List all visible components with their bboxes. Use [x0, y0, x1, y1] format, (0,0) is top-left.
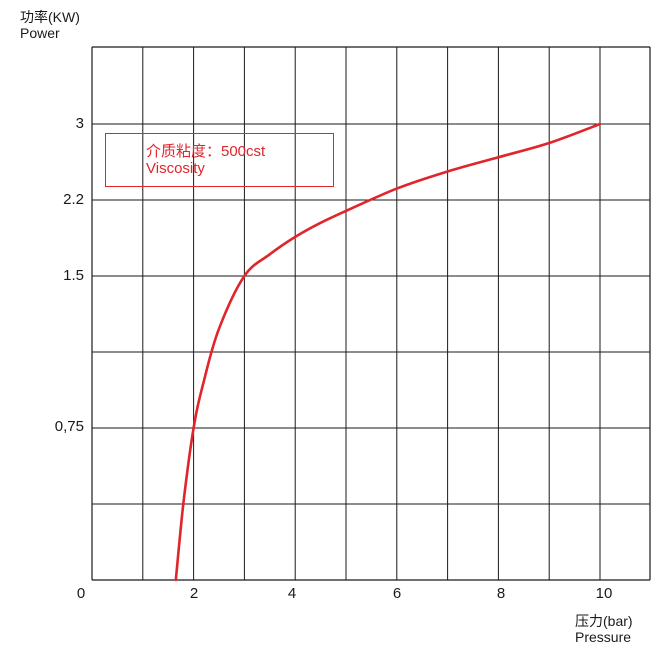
power-curve-line	[174, 122, 602, 582]
x-tick-label: 4	[287, 585, 297, 602]
annotation-line-2: Viscosity	[146, 160, 205, 177]
annotation-line-1: 介质粘度：500cst	[146, 143, 266, 160]
x-tick-label: 0	[76, 585, 86, 602]
x-tick-label: 6	[392, 585, 402, 602]
x-axis-title-en: Pressure	[575, 629, 632, 645]
y-tick-label: 0,75	[54, 418, 84, 435]
y-tick-label: 3	[75, 115, 84, 132]
x-axis-title: 压力(bar) Pressure	[575, 613, 633, 645]
y-axis-title-cn: 功率(KW)	[20, 9, 80, 25]
y-axis-title-en: Power	[20, 25, 60, 41]
x-tick-label: 8	[496, 585, 506, 602]
y-tick-label: 2.2	[63, 191, 84, 208]
x-axis-title-cn: 压力(bar)	[575, 613, 633, 629]
x-tick-label: 10	[595, 585, 613, 602]
y-tick-label: 1.5	[63, 267, 84, 284]
y-axis-title: 功率(KW) Power	[20, 9, 80, 41]
viscosity-annotation: 介质粘度：500cst Viscosity	[105, 133, 334, 187]
x-tick-label: 2	[189, 585, 199, 602]
